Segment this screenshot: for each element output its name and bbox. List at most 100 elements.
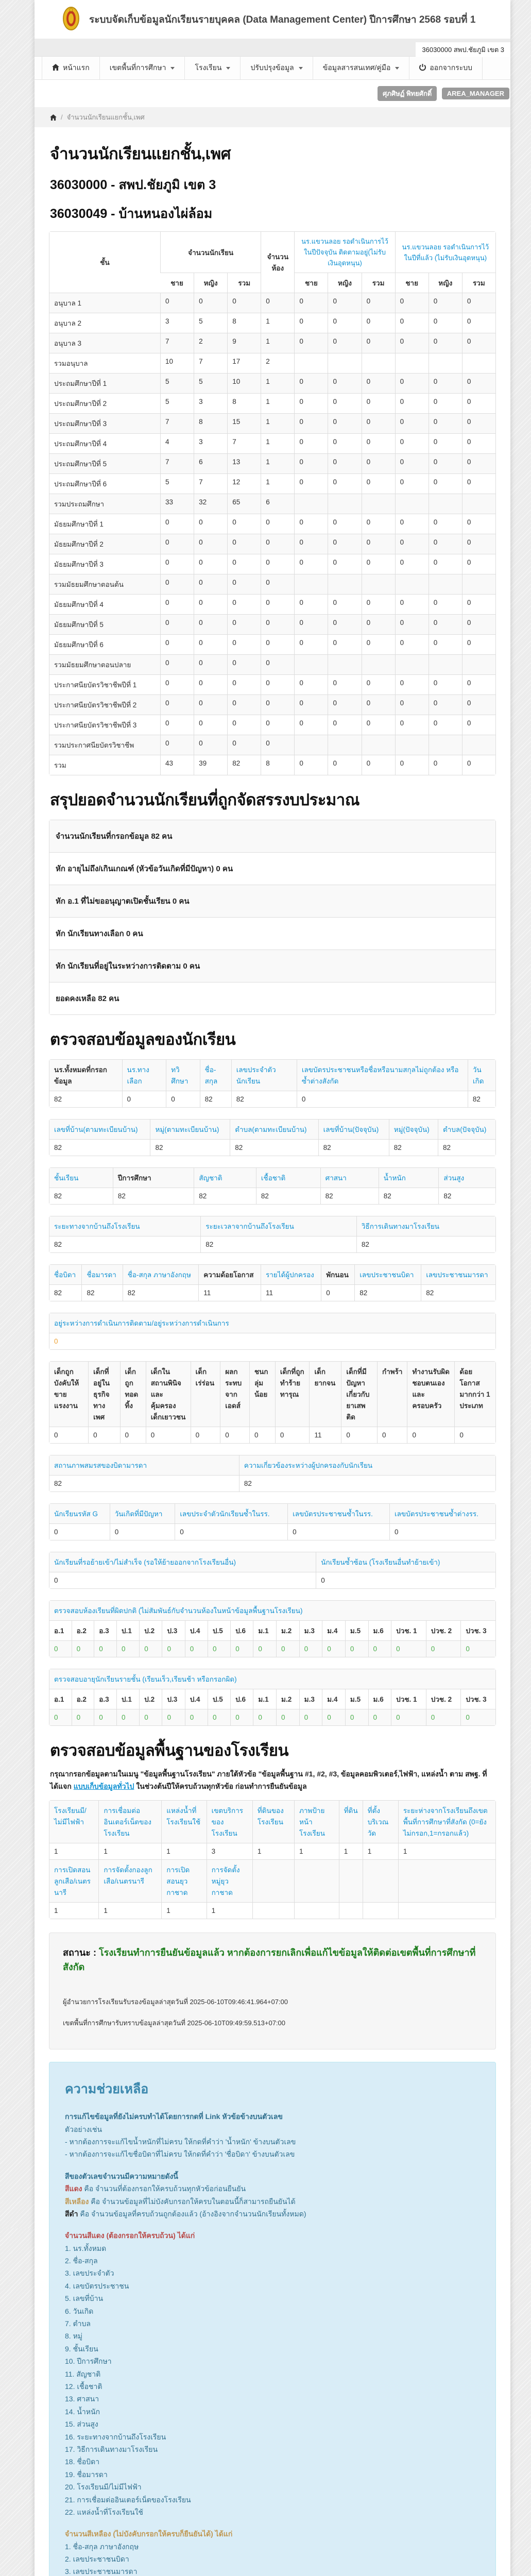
nav-home[interactable]: หน้าแรก bbox=[42, 57, 100, 79]
column-header-link[interactable]: เลขประจำตัวนักเรียน bbox=[231, 1060, 297, 1091]
column-header-link[interactable]: โรงเรียนมี/ไม่มีไฟฟ้า bbox=[49, 1800, 99, 1843]
column-header: ทำงานรับผิดชอบตนเองและครอบครัว bbox=[407, 1362, 455, 1427]
column-header-link[interactable]: เลขที่บ้าน(ปัจจุบัน) bbox=[318, 1120, 389, 1139]
general-data-form-link[interactable]: แบบเก็บข้อมูลทั่วไป bbox=[73, 1782, 134, 1790]
cell-value: 0 bbox=[139, 1709, 162, 1725]
cell-value: 0 bbox=[207, 1709, 231, 1725]
column-header-link[interactable]: เลขบัตรประชาชนหรือชื่อหรือนามสกุลไม่ถูกต… bbox=[296, 1060, 468, 1091]
column-header-link[interactable]: นร.แขวนลอย รอดำเนินการไว้ในปีที่แล้ว (ไม… bbox=[395, 232, 495, 273]
column-header-link[interactable]: นร.ทางเลือก bbox=[122, 1060, 166, 1091]
help-text: 7. ตำบล bbox=[65, 2319, 91, 2328]
column-header-link[interactable]: ศาสนา bbox=[320, 1168, 379, 1188]
column-header: ม.1 bbox=[253, 1620, 277, 1640]
cell-value: 0 bbox=[328, 413, 362, 433]
cell-value: หัก อายุไม่ถึง/เกินเกณฑ์ (หัวข้อวันเกิดท… bbox=[49, 852, 495, 885]
nav-update-data[interactable]: ปรับปรุงข้อมูล bbox=[241, 57, 313, 79]
column-header-link[interactable]: วันเกิด bbox=[467, 1060, 495, 1091]
cell-value bbox=[395, 574, 429, 594]
column-header: อ.2 bbox=[71, 1689, 94, 1709]
column-header: ปวช. 2 bbox=[425, 1620, 461, 1640]
column-header-link[interactable]: เลขประชาชนบิดา bbox=[354, 1265, 421, 1284]
column-header-link[interactable]: เชื้อชาติ bbox=[255, 1168, 320, 1188]
column-header-link[interactable]: การเปิดสอนยุวกาชาด bbox=[161, 1859, 207, 1902]
column-header-link[interactable]: การเปิดสอนลูกเสือ/เนตรนารี bbox=[49, 1859, 99, 1902]
column-header-link[interactable]: ชั้นเรียน bbox=[49, 1168, 113, 1188]
column-header-link[interactable]: สัญชาติ bbox=[194, 1168, 256, 1188]
column-header-link[interactable]: เขตบริการของโรงเรียน bbox=[206, 1800, 252, 1843]
column-header-link[interactable]: สถานภาพสมรสของบิดามารดา bbox=[49, 1455, 239, 1475]
column-header-link[interactable]: ที่ตั้งบริเวณวัด bbox=[362, 1800, 398, 1843]
cell-value bbox=[361, 574, 395, 594]
column-header-link[interactable]: ชื่อ-สกุล bbox=[199, 1060, 231, 1091]
column-header-link[interactable]: การจัดตั้งกองลูกเสือ/เนตรนารี bbox=[98, 1859, 162, 1902]
column-header-link[interactable]: เลขบัตรประชาชนซ้ำในรร. bbox=[287, 1504, 390, 1523]
column-header-link[interactable]: ภาพป้ายหน้าโรงเรียน bbox=[294, 1800, 339, 1843]
check-table: ตรวจสอบห้องเรียนที่ผิดปกติ (ไม่สัมพันธ์ก… bbox=[49, 1600, 496, 1657]
column-header-link[interactable]: ตรวจสอบอายุนักเรียนรายชั้น (เรียนเร็ว,เร… bbox=[49, 1669, 495, 1689]
cell-value: 0 bbox=[425, 1640, 461, 1657]
column-header-link[interactable]: ตำบล(ตามทะเบียนบ้าน) bbox=[230, 1120, 318, 1139]
column-header-link[interactable]: ส่วนสูง bbox=[438, 1168, 495, 1188]
column-header: ชาย bbox=[160, 273, 194, 293]
column-header-link[interactable]: ตำบล(ปัจจุบัน) bbox=[438, 1120, 495, 1139]
column-header-link[interactable]: อยู่ระหว่างการดำเนินการติดตาม/อยู่ระหว่า… bbox=[49, 1313, 495, 1333]
cell-value: 1 bbox=[206, 1902, 252, 1919]
table-row: รวม 43 39 82 8 0 0 0 0 0 0 bbox=[49, 755, 495, 775]
cell-value: 0 bbox=[361, 755, 395, 775]
cell-value: 0 bbox=[230, 1640, 253, 1657]
table-row: ประถมศึกษาปีที่ 1 5 5 10 1 0 0 0 0 0 0 bbox=[49, 373, 495, 393]
column-header-link[interactable]: นักเรียนที่รอย้ายเข้า/ไม่สำเร็จ (รอให้ย้… bbox=[49, 1552, 316, 1572]
table-row: ชาย หญิง รวม ชาย หญิง รวม ชาย หญิง รวม bbox=[49, 273, 495, 293]
help-text: 6. วันเกิด bbox=[65, 2307, 94, 2315]
column-header-link[interactable]: วันเกิดที่มีปัญหา bbox=[109, 1504, 175, 1523]
column-header-link[interactable]: หมู่(ตามทะเบียนบ้าน) bbox=[150, 1120, 230, 1139]
column-header-link[interactable]: นร.แขวนลอย รอดำเนินการไว้ในปีปัจจุบัน ติ… bbox=[294, 232, 395, 273]
nav-info-manual[interactable]: ข้อมูลสารสนเทศ/คู่มือ bbox=[313, 57, 410, 79]
cell-value: 82 bbox=[49, 1188, 113, 1204]
column-header-link[interactable]: ชื่อ-สกุล ภาษาอังกฤษ bbox=[122, 1265, 199, 1284]
column-header-link[interactable]: ชื่อมารดา bbox=[81, 1265, 123, 1284]
cell-value bbox=[461, 654, 495, 674]
cell-value: 12 bbox=[227, 473, 261, 494]
column-header-link[interactable]: ชื่อบิดา bbox=[49, 1265, 82, 1284]
cell-value: 0 bbox=[328, 313, 362, 333]
column-header: อ.1 bbox=[49, 1689, 72, 1709]
column-header-link[interactable]: ระยะห่างจากโรงเรียนถึงเขตพื้นที่การศึกษา… bbox=[398, 1800, 495, 1843]
column-header-link[interactable]: รายได้ผู้ปกครอง bbox=[260, 1265, 321, 1284]
column-header-link[interactable]: ระยะเวลาจากบ้านถึงโรงเรียน bbox=[200, 1216, 356, 1236]
column-header-link[interactable]: น้ำหนัก bbox=[378, 1168, 439, 1188]
nav-area[interactable]: เขตพื้นที่การศึกษา bbox=[100, 57, 185, 79]
cell-value bbox=[338, 1902, 363, 1919]
cell-value bbox=[328, 494, 362, 514]
column-header-link[interactable]: ตรวจสอบห้องเรียนที่ผิดปกติ (ไม่สัมพันธ์ก… bbox=[49, 1601, 495, 1620]
column-header-link[interactable]: เลขบัตรประชาชนซ้ำต่างรร. bbox=[389, 1504, 495, 1523]
column-header-link[interactable]: เลขประชาชนมารดา bbox=[421, 1265, 495, 1284]
cell-value: 11 bbox=[198, 1284, 261, 1301]
column-header-link[interactable]: ที่ดินของโรงเรียน bbox=[252, 1800, 294, 1843]
column-header-link[interactable]: วิธีการเดินทางมาโรงเรียน bbox=[356, 1216, 495, 1236]
column-header-link[interactable]: หมู่(ปัจจุบัน) bbox=[388, 1120, 438, 1139]
cell-value: 0 bbox=[249, 1427, 275, 1443]
column-header-link[interactable]: นักเรียนซ้ำซ้อน (โรงเรียนอื่นทำย้ายเข้า) bbox=[316, 1552, 495, 1572]
cell-value: 0 bbox=[194, 594, 228, 614]
help-text: การแก้ไขข้อมูลที่ยังไม่ครบทำได้โดยการกดท… bbox=[65, 2112, 283, 2121]
column-header-link[interactable]: เลขประจำตัวนักเรียนซ้ำในรร. bbox=[175, 1504, 288, 1523]
column-header-link[interactable]: เลขที่บ้าน(ตามทะเบียนบ้าน) bbox=[49, 1120, 150, 1139]
column-header-link[interactable]: ที่ดิน bbox=[338, 1800, 363, 1843]
column-header-link[interactable]: นักเรียนรหัส G bbox=[49, 1504, 110, 1523]
cell-value: 0 bbox=[261, 614, 295, 634]
column-header-link[interactable]: ทวิศึกษา bbox=[166, 1060, 200, 1091]
cell-value: 0 bbox=[454, 1427, 495, 1443]
column-header-link[interactable]: ความเกี่ยวข้องระหว่างผู้ปกครองกับนักเรีย… bbox=[238, 1455, 495, 1475]
column-header-link[interactable]: การเชื่อมต่ออินเตอร์เน็ตของโรงเรียน bbox=[98, 1800, 162, 1843]
column-header: ป.5 bbox=[207, 1689, 231, 1709]
nav-logout[interactable]: ออกจากระบบ bbox=[409, 57, 483, 79]
cell-value: 0 bbox=[395, 554, 429, 574]
column-header-link[interactable]: ระยะทางจากบ้านถึงโรงเรียน bbox=[49, 1216, 201, 1236]
cell-value bbox=[395, 654, 429, 674]
nav-school[interactable]: โรงเรียน bbox=[185, 57, 241, 79]
column-header-link[interactable]: การจัดตั้งหมู่ยุวกาชาด bbox=[206, 1859, 252, 1902]
breadcrumb-home[interactable] bbox=[50, 114, 57, 121]
column-header-link[interactable]: แหล่งน้ำที่โรงเรียนใช้ bbox=[161, 1800, 207, 1843]
